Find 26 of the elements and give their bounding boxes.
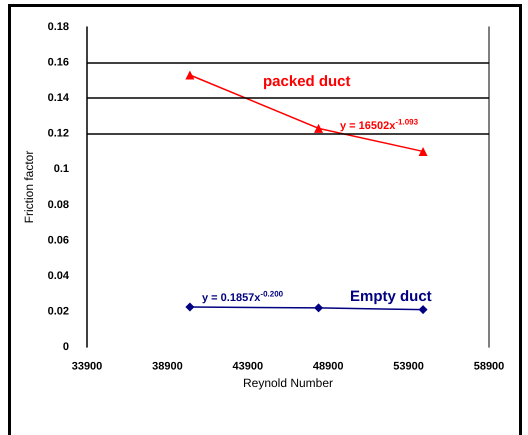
y-tick-label: 0.16 <box>48 56 69 69</box>
y-tick-label: 0.04 <box>48 270 70 282</box>
point <box>185 302 194 312</box>
point <box>314 303 324 312</box>
y-tick-label: 0.14 <box>48 92 70 104</box>
x-tick-label: 33900 <box>72 360 102 372</box>
point <box>314 124 324 133</box>
x-tick-label: 58900 <box>474 360 504 372</box>
y-tick-label: 0.18 <box>48 21 69 33</box>
x-tick-label: 53900 <box>393 360 424 372</box>
y-tick-label: 0.12 <box>48 128 69 140</box>
x-axis-title: Reynold Number <box>242 376 334 390</box>
y-tick-label: 0.1 <box>54 163 69 176</box>
y-axis-title: Friction factor <box>22 150 36 224</box>
y-tick-label: 0 <box>62 341 69 353</box>
point <box>185 70 194 80</box>
point <box>418 146 428 156</box>
x-tick-label: 38900 <box>152 360 183 372</box>
y-tick-label: 0.02 <box>48 305 69 318</box>
x-tick-label: 48900 <box>312 360 344 372</box>
point <box>418 305 428 314</box>
y-tick-label: 0.06 <box>48 234 69 246</box>
y-tick-label: 0.08 <box>48 198 69 211</box>
series-label: packed duct <box>263 73 351 90</box>
series-label: Empty duct <box>350 288 432 305</box>
x-tick-label: 43900 <box>232 360 264 372</box>
